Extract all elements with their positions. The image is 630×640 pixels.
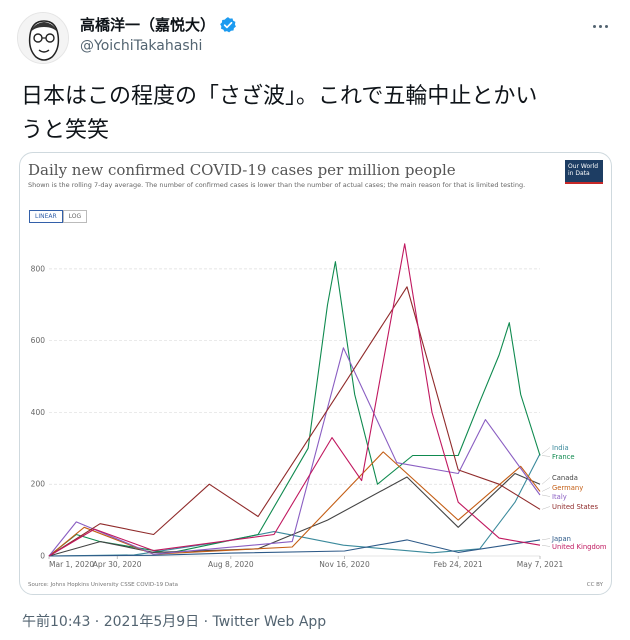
legend-label: United Kingdom — [552, 543, 607, 551]
owid-logo-text: Our World in Data — [568, 163, 599, 177]
tweet-text: 日本はこの程度の「さざ波」。これで五輪中止とかい うと笑笑 — [21, 80, 611, 148]
scale-toggle: LINEAR LOG — [29, 210, 88, 223]
display-name-text[interactable]: 高橋洋一（嘉悦大） — [80, 16, 216, 34]
chart-title: Daily new confirmed COVID-19 cases per m… — [28, 161, 456, 179]
avatar[interactable] — [17, 12, 69, 64]
series-line-canada — [48, 472, 541, 557]
y-tick-label: 800 — [31, 264, 46, 273]
legend-connector — [541, 455, 551, 457]
x-tick-label: Nov 16, 2020 — [319, 560, 370, 569]
user-handle[interactable]: @YoichiTakahashi — [80, 38, 203, 54]
legend-label: France — [552, 453, 575, 461]
x-tick-label: Mar 1, 2020 — [49, 560, 94, 569]
legend-label: Japan — [551, 535, 571, 543]
owid-logo: Our World in Data — [565, 160, 603, 184]
legend-connector — [541, 538, 551, 541]
y-tick-label: 600 — [31, 336, 46, 345]
x-tick-label: May 7, 2021 — [517, 560, 564, 569]
tweet-text-line2: うと笑笑 — [21, 118, 110, 143]
x-tick-label: Apr 30, 2020 — [93, 560, 142, 569]
x-tick-label: Feb 24, 2021 — [434, 560, 483, 569]
legend-label: Germany — [552, 484, 583, 492]
chart-subtitle: Shown is the rolling 7-day average. The … — [28, 181, 526, 189]
series-line-united-kingdom — [48, 243, 541, 557]
x-tick-label: Aug 8, 2020 — [208, 560, 254, 569]
legend-connector — [541, 506, 551, 510]
legend-label: United States — [552, 503, 598, 511]
avatar-illustration — [18, 13, 68, 63]
verified-badge-icon — [220, 16, 236, 32]
series-line-france — [48, 261, 541, 557]
y-tick-label: 0 — [40, 552, 45, 561]
chart-license: CC BY — [586, 582, 603, 588]
legend-connector — [541, 477, 551, 485]
legend-connector — [541, 544, 551, 547]
legend-connector — [541, 487, 551, 492]
series-line-japan — [48, 539, 541, 557]
legend-label: Canada — [552, 474, 578, 482]
display-name[interactable]: 高橋洋一（嘉悦大） — [80, 14, 237, 35]
series-line-germany — [48, 451, 541, 557]
series-line-italy — [48, 347, 541, 557]
legend-connector — [541, 494, 551, 497]
toggle-log: LOG — [62, 210, 88, 223]
legend-label: Italy — [552, 493, 567, 501]
y-tick-label: 400 — [31, 408, 46, 417]
chart-image-card[interactable]: Daily new confirmed COVID-19 cases per m… — [19, 152, 612, 595]
y-tick-label: 200 — [31, 480, 46, 489]
tweet-metadata[interactable]: 午前10:43 · 2021年5月9日 · Twitter Web App — [22, 614, 327, 630]
tweet-text-line1: 日本はこの程度の「さざ波」。これで五輪中止とかい — [21, 84, 538, 109]
series-line-united-states — [48, 286, 541, 557]
chart-source: Source: Johns Hopkins University CSSE CO… — [28, 582, 178, 588]
legend-label: India — [552, 444, 569, 452]
legend-connector — [541, 447, 551, 454]
toggle-linear: LINEAR — [29, 210, 63, 223]
series-line-india — [48, 453, 541, 557]
more-options-icon[interactable] — [588, 16, 612, 36]
